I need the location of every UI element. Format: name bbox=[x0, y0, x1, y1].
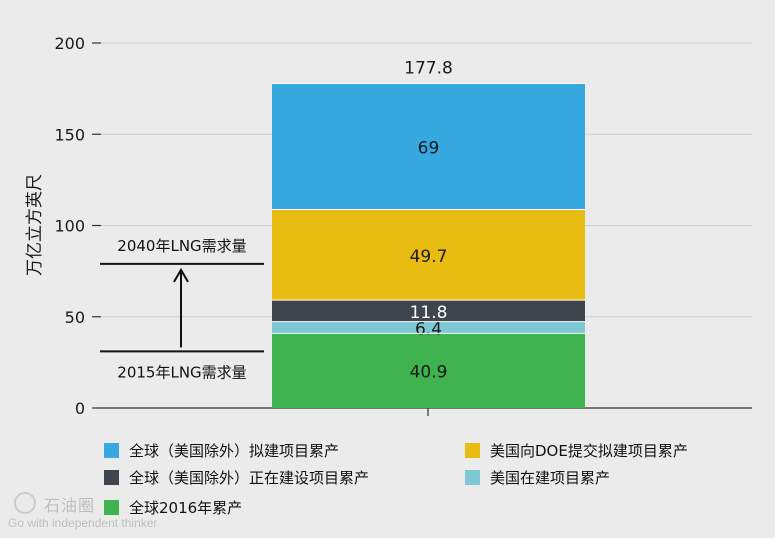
bar-segment bbox=[272, 321, 585, 334]
legend-swatch bbox=[104, 443, 119, 458]
legend: 全球（美国除外）拟建项目累产 美国向DOE提交拟建项目累产 全球（美国除外）正在… bbox=[0, 430, 775, 538]
legend-label: 美国向DOE提交拟建项目累产 bbox=[490, 442, 688, 460]
legend-swatch bbox=[465, 443, 480, 458]
legend-item-proposed-global: 全球（美国除外）拟建项目累产 bbox=[104, 440, 339, 461]
legend-item-global-2016: 全球2016年累产 bbox=[104, 497, 242, 518]
total-label: 177.8 bbox=[404, 59, 453, 79]
y-tick-label: 0 bbox=[75, 399, 85, 418]
y-tick-label: 200 bbox=[54, 34, 85, 53]
bar-stack: 40.9 6.411.8 49.7 69 177.8 bbox=[272, 59, 585, 408]
bar-segment bbox=[272, 300, 585, 322]
y-tick-label: 50 bbox=[65, 308, 85, 327]
legend-item-under-construction-global: 全球（美国除外）正在建设项目累产 bbox=[104, 467, 369, 488]
legend-label: 全球（美国除外）拟建项目累产 bbox=[129, 442, 340, 460]
legend-label: 美国在建项目累产 bbox=[490, 469, 611, 487]
watermark-name: 石油圈 bbox=[44, 496, 96, 515]
stacked-bar-chart: 0 50 100 150 200 万亿立方英尺 40.9 6.411.8 49.7 69 177… bbox=[25, 34, 752, 418]
data-label: 40.9 bbox=[410, 363, 448, 383]
watermark-logo-icon bbox=[14, 492, 36, 514]
data-label: 6.4 bbox=[415, 320, 442, 340]
legend-item-us-under-construction: 美国在建项目累产 bbox=[465, 467, 610, 488]
legend-swatch bbox=[104, 500, 119, 515]
watermark-slogan: Go with independent thinker bbox=[8, 516, 158, 530]
annotation-2040-label: 2040年LNG需求量 bbox=[117, 237, 246, 255]
data-label: 49.7 bbox=[410, 247, 448, 267]
legend-swatch bbox=[104, 470, 119, 485]
y-tick-label: 150 bbox=[54, 125, 85, 144]
legend-swatch bbox=[465, 470, 480, 485]
legend-item-us-doe-proposed: 美国向DOE提交拟建项目累产 bbox=[465, 440, 688, 461]
watermark: 石油圈 Go with independent thinker bbox=[8, 490, 158, 536]
legend-label: 全球2016年累产 bbox=[129, 499, 243, 517]
y-tick-label: 100 bbox=[54, 217, 85, 236]
annotation-2015-label: 2015年LNG需求量 bbox=[117, 363, 246, 381]
up-arrow-icon bbox=[173, 267, 189, 283]
bar-segment bbox=[272, 209, 585, 301]
data-label: 69 bbox=[418, 138, 440, 158]
annotations: 2040年LNG需求量 2015年LNG需求量 bbox=[100, 237, 264, 381]
bar-segment bbox=[272, 83, 585, 210]
legend-label: 全球（美国除外）正在建设项目累产 bbox=[129, 469, 370, 487]
y-axis-label: 万亿立方英尺 bbox=[25, 174, 45, 276]
bar-segment bbox=[272, 333, 585, 408]
data-label: 11.8 bbox=[410, 303, 448, 323]
